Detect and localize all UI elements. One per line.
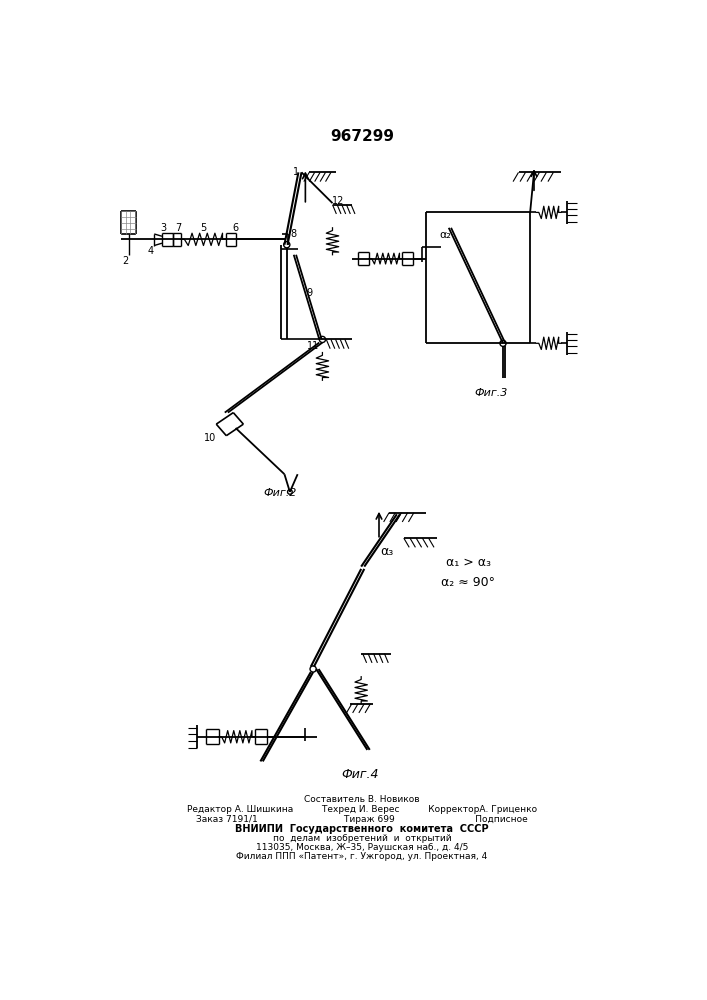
Text: 6: 6	[233, 223, 239, 233]
Text: ВНИИПИ  Государственного  комитета  СССР: ВНИИПИ Государственного комитета СССР	[235, 824, 489, 834]
Text: Фиг.4: Фиг.4	[341, 768, 378, 781]
Text: Заказ 7191/1                              Тираж 699                            П: Заказ 7191/1 Тираж 699 П	[196, 815, 528, 824]
Text: 4: 4	[147, 246, 153, 256]
Text: α₃: α₃	[380, 545, 393, 558]
Text: Редактор А. Шишкина          Техред И. Верес          КорректорА. Гриценко: Редактор А. Шишкина Техред И. Верес Корр…	[187, 805, 537, 814]
Text: 7: 7	[175, 223, 182, 233]
Text: 10: 10	[204, 433, 216, 443]
Text: 9: 9	[306, 288, 312, 298]
Text: 11: 11	[307, 341, 320, 351]
Text: α₂ ≈ 90°: α₂ ≈ 90°	[441, 576, 495, 588]
Text: α₁ > α₃: α₁ > α₃	[445, 556, 491, 569]
Text: 8: 8	[291, 229, 297, 239]
Text: Фиг.3: Фиг.3	[474, 388, 508, 398]
Text: Фиг.2: Фиг.2	[264, 488, 297, 498]
Text: 1: 1	[293, 167, 299, 177]
Text: 113035, Москва, Ж–35, Раушская наб., д. 4/5: 113035, Москва, Ж–35, Раушская наб., д. …	[256, 843, 468, 852]
Text: 3: 3	[160, 223, 167, 233]
Text: 12: 12	[332, 196, 344, 206]
Text: Составитель В. Новиков: Составитель В. Новиков	[304, 795, 420, 804]
Text: 5: 5	[200, 223, 206, 233]
Text: по  делам  изобретений  и  открытий: по делам изобретений и открытий	[273, 834, 451, 843]
Text: 967299: 967299	[330, 129, 394, 144]
Text: 2: 2	[122, 256, 129, 266]
Text: Филиал ППП «Патент», г. Ужгород, ул. Проектная, 4: Филиал ППП «Патент», г. Ужгород, ул. Про…	[236, 852, 488, 861]
Text: α₂: α₂	[439, 231, 451, 240]
